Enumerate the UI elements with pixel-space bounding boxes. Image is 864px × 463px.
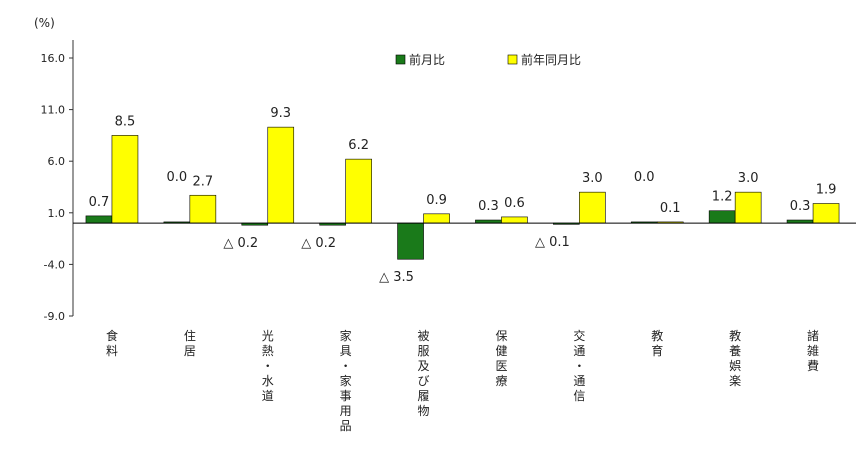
data-label: △ 0.2 <box>223 236 258 251</box>
bar-yoy <box>111 135 139 224</box>
data-label: 8.5 <box>115 114 136 129</box>
category-label: 教育 <box>651 328 663 358</box>
data-label: 0.6 <box>504 196 525 211</box>
y-tick-label: -9.0 <box>44 310 65 323</box>
category-label: 住居 <box>184 329 196 358</box>
y-tick-label: 6.0 <box>48 155 66 168</box>
data-label: 6.2 <box>348 138 369 153</box>
bar-yoy <box>734 191 762 224</box>
y-tick-label: 16.0 <box>41 52 66 65</box>
legend-swatch <box>395 54 406 65</box>
data-label: △ 3.5 <box>379 270 414 285</box>
category-label: 保健医療 <box>495 329 507 388</box>
legend: 前月比 前年同月比 <box>395 52 581 67</box>
y-tick-label: 1.0 <box>48 207 66 220</box>
bar-yoy <box>579 191 606 224</box>
data-label: 0.3 <box>478 199 499 214</box>
category-labels: 食料 住居 光熱・水道 家具・家事用品 被服及び履物 保健医療 交通・通信 教育 教養娯楽 諸雑費 <box>106 328 819 433</box>
data-label: 0.0 <box>634 170 655 185</box>
legend-swatch <box>507 54 518 65</box>
legend-label: 前年同月比 <box>521 52 581 67</box>
data-label: 0.3 <box>790 199 811 214</box>
y-tick-label: -4.0 <box>44 258 65 271</box>
bar-yoy <box>189 194 217 224</box>
category-label: 光熱・水道 <box>262 329 274 403</box>
y-axis: 16.0 11.0 6.0 1.0 -4.0 -9.0 <box>41 40 74 323</box>
data-label: 0.9 <box>426 193 447 208</box>
category-label: 食料 <box>106 328 118 358</box>
data-label: 0.7 <box>89 195 110 210</box>
data-label: 9.3 <box>270 106 291 121</box>
category-label: 被服及び履物 <box>418 329 430 418</box>
category-label: 交通・通信 <box>573 328 585 403</box>
bar-yoy <box>267 126 295 224</box>
data-label: 2.7 <box>193 174 214 189</box>
unit-label: (%) <box>34 16 55 30</box>
bar-yoy <box>423 213 450 224</box>
bar-yoy <box>345 158 372 224</box>
bar-mom <box>708 210 736 224</box>
category-label: 諸雑費 <box>807 328 819 373</box>
bar-mom <box>85 215 113 224</box>
category-label: 教養娯楽 <box>729 328 741 388</box>
data-label: 1.2 <box>712 190 733 205</box>
data-label: 1.9 <box>816 183 837 198</box>
bar-mom <box>397 222 424 260</box>
data-label: 0.0 <box>167 170 188 185</box>
data-label: 0.1 <box>660 201 681 216</box>
bars <box>85 126 840 260</box>
data-labels: 0.7 8.5 0.0 2.7 △ 0.2 9.3 △ 0.2 6.2 △ 3.5 0.9 0.3 0… <box>89 106 837 285</box>
y-tick-label: 11.0 <box>41 104 66 117</box>
legend-label: 前月比 <box>409 52 445 67</box>
category-label: 家具・家事用品 <box>340 328 352 433</box>
data-label: 3.0 <box>582 171 603 186</box>
bar-yoy <box>812 203 840 224</box>
data-label: △ 0.1 <box>535 235 570 250</box>
data-label: 3.0 <box>738 171 759 186</box>
bar-yoy <box>501 216 528 224</box>
data-label: △ 0.2 <box>301 236 336 251</box>
